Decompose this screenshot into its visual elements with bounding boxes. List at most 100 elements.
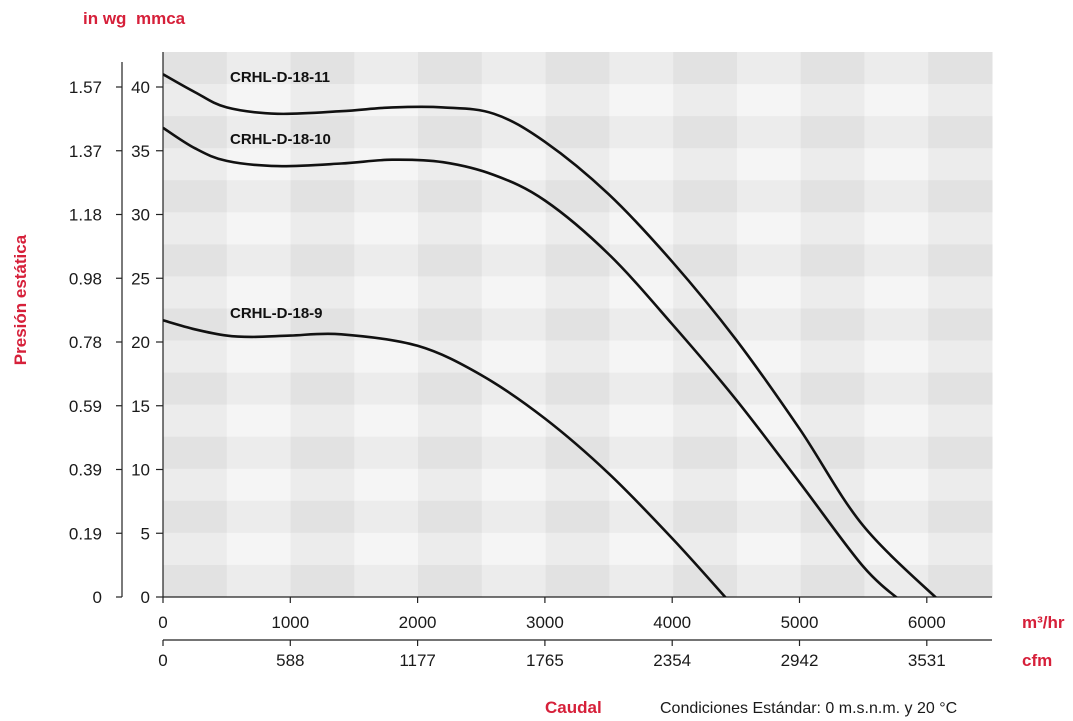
grid-cell (290, 116, 355, 149)
y-tick-label-mmca: 5 (141, 524, 150, 543)
grid-cell (800, 436, 865, 470)
grid-cell (354, 116, 419, 149)
grid-cell (609, 116, 674, 149)
grid-cell (673, 404, 738, 438)
grid-cell (609, 84, 674, 117)
grid-cell (800, 84, 865, 117)
grid-cell (673, 468, 738, 502)
x-tick-label-m3hr: 1000 (271, 613, 309, 632)
grid-cell (226, 532, 292, 566)
grid-cell (736, 84, 802, 117)
grid-cell (864, 116, 929, 149)
grid-cell (481, 84, 547, 117)
series-line-crhl-d-18-11 (163, 73, 938, 597)
grid-cell (481, 180, 547, 213)
grid-cell (226, 276, 292, 309)
y-tick-label-mmca: 35 (131, 142, 150, 161)
grid-cell (481, 52, 547, 85)
grid-cell (163, 212, 228, 245)
axes (116, 52, 992, 646)
x-tick-label-cfm: 2354 (653, 651, 691, 670)
grid-cell (928, 468, 993, 502)
grid-cell (481, 212, 547, 245)
grid-cell (545, 212, 610, 245)
grid-cell (354, 148, 419, 181)
grid-cell (354, 180, 419, 213)
grid-cell (736, 308, 802, 342)
grid-cell (800, 212, 865, 245)
y-tick-label-mmca: 20 (131, 333, 150, 352)
grid-cell (800, 468, 865, 502)
grid-cell (673, 500, 738, 534)
x-tick-label-cfm: 2942 (781, 651, 819, 670)
x-tick-label-m3hr: 6000 (908, 613, 946, 632)
grid-cell (290, 372, 355, 406)
grid-cell (290, 468, 355, 502)
grid-cell (736, 500, 802, 534)
grid-cell (354, 404, 419, 438)
grid-cell (609, 532, 674, 566)
y-tick-label-mmca: 25 (131, 269, 150, 288)
y-tick-label-inwg: 0.98 (69, 269, 102, 288)
grid-cell (673, 116, 738, 149)
x-bottom-unit-label: cfm (1022, 651, 1052, 670)
grid-cell (163, 468, 228, 502)
x-top-unit-label: m³/hr (1022, 613, 1065, 632)
grid-cell (418, 500, 483, 534)
y-tick-label-inwg: 0 (93, 588, 102, 607)
grid-cell (928, 308, 993, 342)
grid-cell (673, 180, 738, 213)
grid-cell (928, 372, 993, 406)
grid-cell (481, 500, 547, 534)
grid-cell (609, 148, 674, 181)
grid-cell (928, 340, 993, 374)
grid-cell (163, 308, 228, 342)
y-tick-label-inwg: 1.57 (69, 78, 102, 97)
grid-cell (354, 436, 419, 470)
y-outer-unit-label: in wg (83, 9, 126, 28)
y-tick-label-inwg: 1.18 (69, 206, 102, 225)
grid-cell (226, 372, 292, 406)
grid-cell (226, 468, 292, 502)
grid-cell (928, 276, 993, 309)
grid-cell (418, 468, 483, 502)
grid-cell (928, 148, 993, 181)
grid-cell (163, 436, 228, 470)
grid-cell (163, 276, 228, 309)
grid-cell (864, 308, 929, 342)
grid-cell (928, 404, 993, 438)
grid-cell (354, 468, 419, 502)
y-tick-label-inwg: 0.39 (69, 461, 102, 480)
grid-cell (290, 532, 355, 566)
grid-cell (418, 180, 483, 213)
grid-cell (864, 212, 929, 245)
grid-cell (800, 52, 865, 85)
grid-cell (800, 180, 865, 213)
series-line-crhl-d-18-9 (163, 319, 727, 597)
grid-cell (800, 404, 865, 438)
series-label-crhl-d-18-9: CRHL-D-18-9 (230, 305, 323, 322)
grid-cell (736, 52, 802, 85)
grid-cell (800, 532, 865, 566)
grid-cell (928, 500, 993, 534)
grid-cell (800, 340, 865, 374)
grid-cell (226, 244, 292, 277)
grid-cell (290, 212, 355, 245)
x-tick-label-m3hr: 5000 (781, 613, 819, 632)
x-tick-label-cfm: 1177 (399, 651, 436, 670)
grid-cell (354, 340, 419, 374)
grid-cell (481, 404, 547, 438)
y-axis-title: Presión estática (11, 234, 30, 365)
grid-cell (418, 84, 483, 117)
grid-cell (226, 52, 292, 85)
grid-cell (864, 372, 929, 406)
grid-cell (163, 116, 228, 149)
grid-cell (481, 372, 547, 406)
y-tick-label-inwg: 0.19 (69, 524, 102, 543)
grid-cell (226, 404, 292, 438)
grid-cell (864, 148, 929, 181)
grid-cell (800, 276, 865, 309)
grid-cell (673, 340, 738, 374)
grid-cell (354, 532, 419, 566)
grid-cell (290, 564, 355, 598)
